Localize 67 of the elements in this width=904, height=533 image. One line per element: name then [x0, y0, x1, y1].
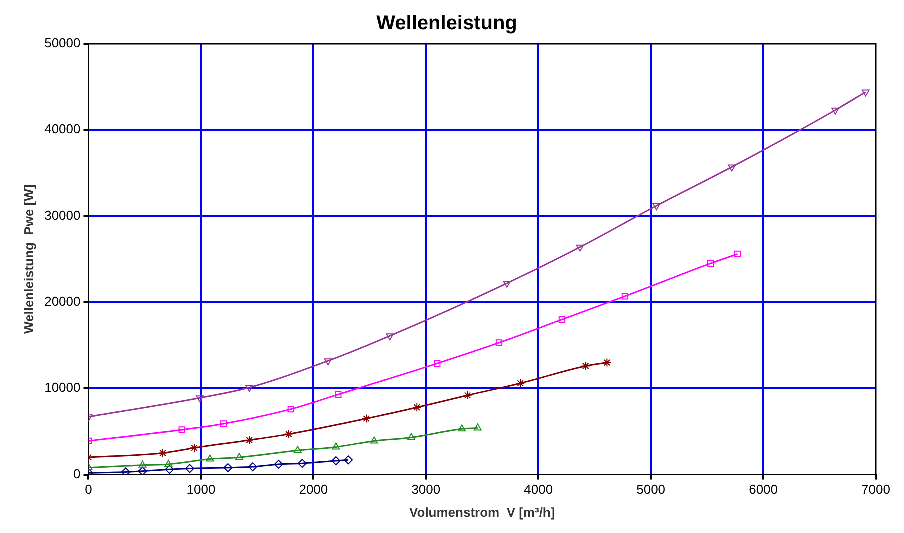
point: [332, 442, 340, 450]
point: [235, 453, 244, 460]
point: [165, 465, 174, 474]
point: [158, 448, 168, 458]
point: [652, 203, 661, 210]
point: [224, 463, 233, 472]
point: [516, 378, 526, 388]
point: [602, 358, 612, 368]
x-tick-label: 5000: [636, 482, 666, 498]
y-axis-title: Wellenleistung Pwe [W]: [21, 184, 36, 334]
y-tick-label: 40000: [44, 122, 81, 137]
point: [362, 414, 372, 424]
point: [503, 281, 512, 288]
point: [463, 391, 472, 400]
x-tick-label: 6000: [749, 482, 778, 498]
point: [335, 391, 342, 398]
point: [332, 456, 341, 466]
y-tick-label: 20000: [44, 294, 81, 310]
point: [458, 424, 466, 432]
point: [370, 436, 378, 444]
point: [324, 358, 332, 366]
point: [245, 436, 254, 445]
point: [434, 360, 441, 367]
point: [284, 430, 294, 439]
point: [496, 340, 503, 346]
point: [248, 462, 258, 472]
point: [412, 403, 422, 412]
point: [298, 459, 307, 468]
point: [220, 420, 228, 428]
point: [178, 426, 186, 434]
point: [576, 244, 584, 252]
point: [164, 460, 173, 467]
point: [190, 444, 199, 453]
point: [206, 454, 214, 462]
y-tick-label: 10000: [44, 380, 81, 396]
point: [138, 460, 147, 468]
y-tick-label: 30000: [44, 208, 81, 223]
point: [196, 396, 204, 403]
point: [728, 164, 736, 172]
x-tick-label: 2000: [299, 482, 328, 498]
point: [558, 316, 566, 324]
point: [344, 456, 354, 465]
point: [294, 446, 302, 454]
point: [707, 260, 714, 268]
point: [581, 362, 590, 371]
point: [246, 385, 254, 392]
point: [408, 433, 416, 440]
y-tick-label: 0: [74, 466, 81, 482]
point: [622, 293, 629, 300]
x-tick-label: 7000: [862, 482, 890, 498]
point: [474, 424, 482, 431]
point: [288, 406, 295, 413]
point: [121, 468, 130, 475]
x-tick-label: 3000: [412, 482, 441, 498]
point: [386, 334, 394, 341]
point: [274, 460, 284, 469]
point: [138, 466, 148, 475]
point: [832, 108, 840, 115]
x-tick-label: 0: [85, 482, 92, 498]
x-tick-label: 1000: [186, 482, 216, 498]
point: [185, 464, 194, 474]
y-tick-label: 50000: [44, 36, 81, 51]
point: [734, 250, 741, 258]
chart-title: Wellenleistung: [376, 12, 518, 35]
x-tick-label: 4000: [524, 482, 554, 498]
point: [862, 90, 870, 97]
x-axis-title: Volumenstrom V [m³/h]: [410, 504, 556, 520]
